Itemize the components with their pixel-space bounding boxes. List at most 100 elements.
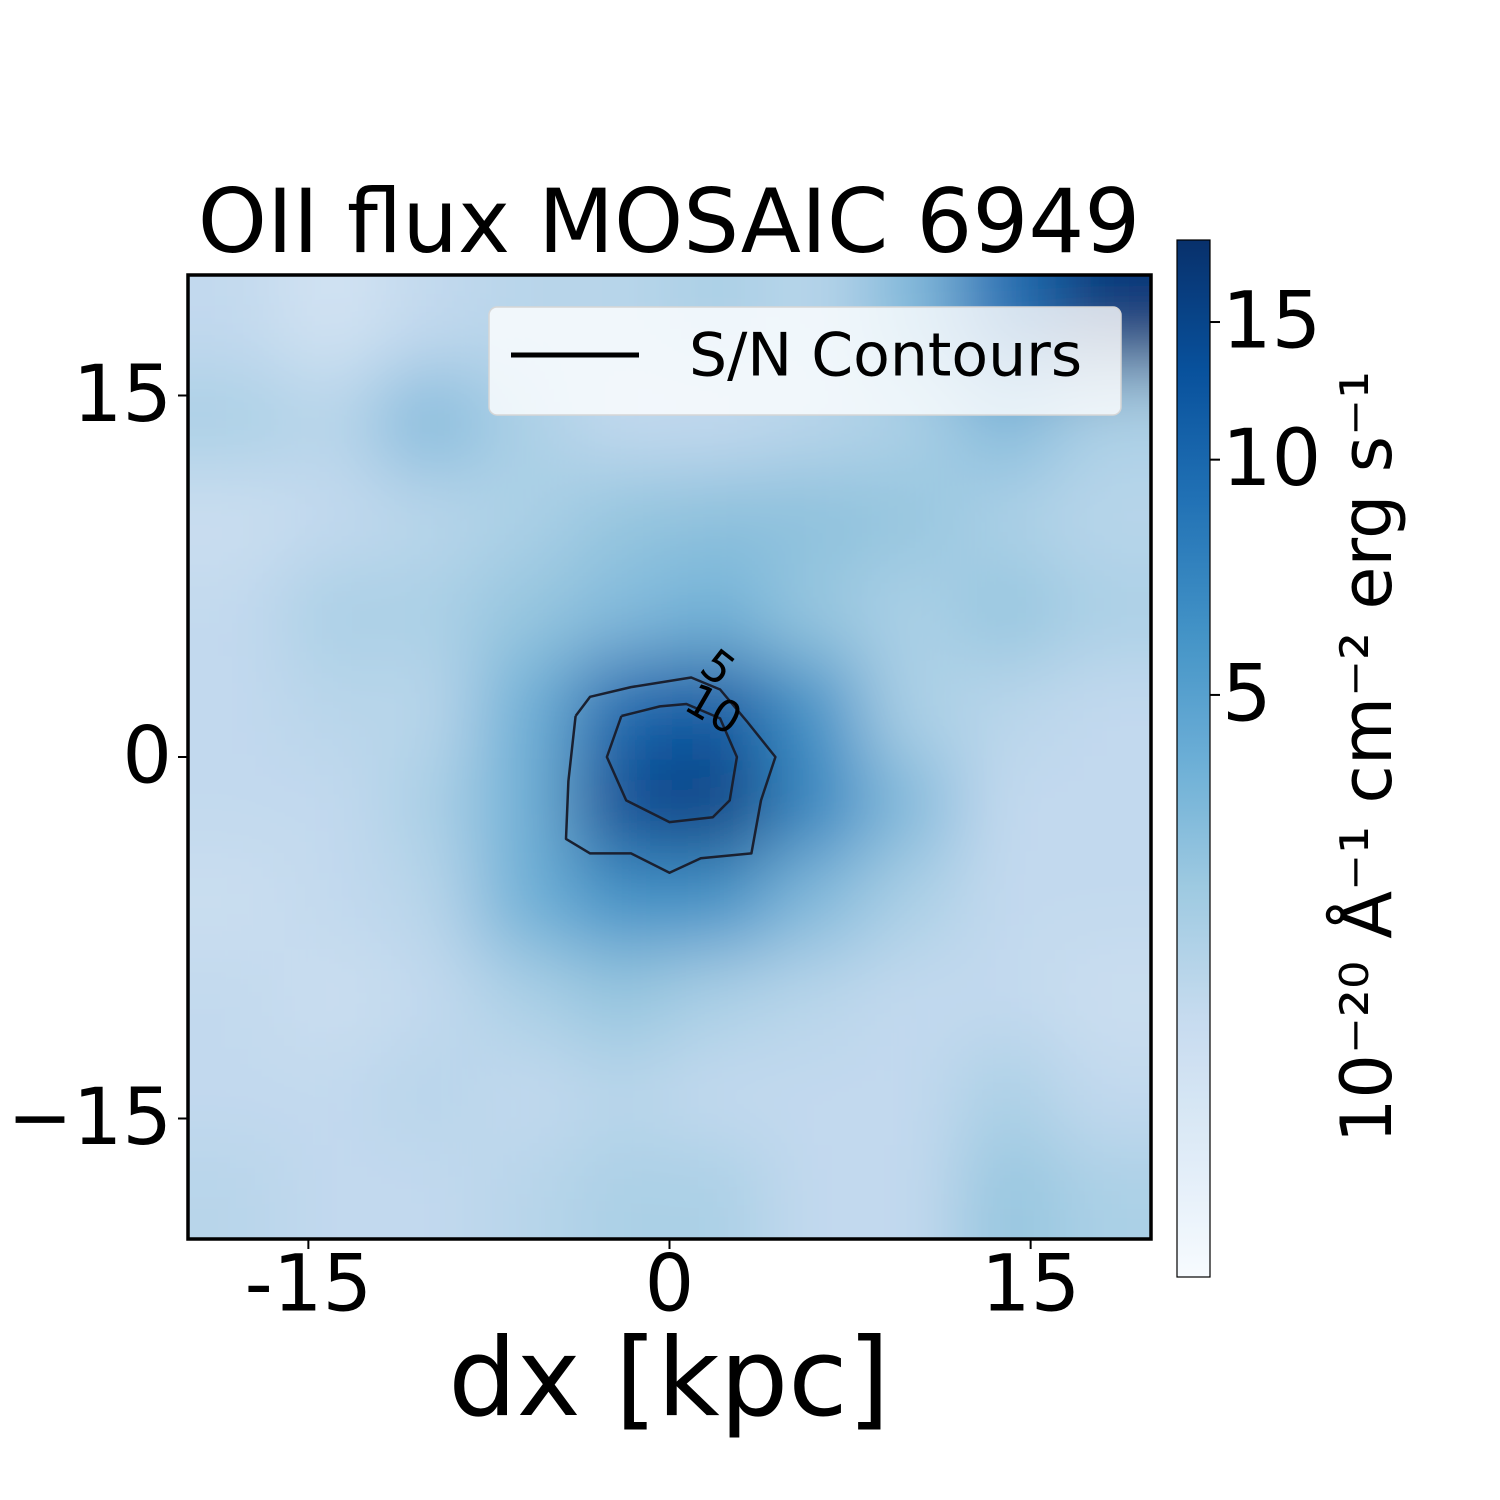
colorbar <box>1176 239 1211 1278</box>
heatmap-cell <box>1054 564 1151 662</box>
heatmap-cell <box>669 660 767 758</box>
heatmap-cell <box>765 467 863 565</box>
heatmap-cell <box>284 853 382 951</box>
heatmap-cell <box>188 949 285 1047</box>
heatmap-cell <box>862 467 959 565</box>
heatmap-cell <box>284 1142 382 1239</box>
heatmap-cell <box>573 1046 670 1144</box>
heatmap-cell <box>765 564 863 662</box>
heatmap-cell <box>573 1142 670 1239</box>
heatmap-cell <box>380 275 478 372</box>
heatmap-cell <box>765 1142 863 1239</box>
heatmap-cell <box>765 853 863 951</box>
heatmap-cell <box>476 949 574 1047</box>
heatmap-cell <box>476 853 574 951</box>
heatmap-cell <box>573 949 670 1047</box>
heatmap-cell <box>573 660 670 758</box>
heatmap-cell <box>188 371 285 469</box>
heatmap-cell <box>669 949 767 1047</box>
heatmap-cell <box>380 1142 478 1239</box>
heatmap-cell <box>1054 1142 1151 1239</box>
heatmap-cell <box>476 467 574 565</box>
heatmap-cell <box>765 757 863 854</box>
heatmap-cell <box>380 949 478 1047</box>
heatmap-cell <box>1054 660 1151 758</box>
x-tick-label: 15 <box>981 1239 1080 1329</box>
heatmap-cell <box>1054 853 1151 951</box>
heatmap-cell <box>669 853 767 951</box>
heatmap-cell <box>958 757 1056 854</box>
heatmap-cell <box>380 660 478 758</box>
heatmap-cell <box>284 949 382 1047</box>
colorbar-label: 10⁻²⁰ Å⁻¹ cm⁻² erg s⁻¹ <box>1326 371 1408 1143</box>
heatmap-cell <box>476 1046 574 1144</box>
heatmap-cell <box>284 371 382 469</box>
heatmap-cell <box>573 564 670 662</box>
heatmap-cell <box>862 949 959 1047</box>
heatmap-cell <box>188 564 285 662</box>
heatmap-cell <box>1054 467 1151 565</box>
heatmap-cell <box>862 564 959 662</box>
heatmap-cell <box>958 660 1056 758</box>
y-tick-label: 15 <box>73 350 172 440</box>
heatmap-cell <box>669 757 767 854</box>
heatmap-cell <box>1054 757 1151 854</box>
heatmap-cell <box>380 1046 478 1144</box>
x-tick-label: 0 <box>645 1239 695 1329</box>
colorbar-tick-label: 15 <box>1222 277 1321 367</box>
y-tick-label: 0 <box>122 711 172 801</box>
heatmap-cell <box>862 1046 959 1144</box>
heatmap-cell <box>958 1046 1056 1144</box>
heatmap-cell <box>380 467 478 565</box>
heatmap-cell <box>284 564 382 662</box>
heatmap-cell <box>958 949 1056 1047</box>
heatmap-cell <box>284 1046 382 1144</box>
heatmap-cell <box>1054 1046 1151 1144</box>
contour-line <box>564 676 777 874</box>
heatmap-cell <box>284 467 382 565</box>
heatmap-cell <box>765 660 863 758</box>
colorbar-tick-label: 10 <box>1222 414 1321 504</box>
x-tick-label: -15 <box>245 1239 372 1329</box>
heatmap-cell <box>188 1142 285 1239</box>
heatmap-cell <box>862 757 959 854</box>
heatmap-cell <box>958 853 1056 951</box>
heatmap-cell <box>188 660 285 758</box>
heatmap-cell <box>573 467 670 565</box>
heatmap-cell <box>669 564 767 662</box>
chart-title: OII flux MOSAIC 6949 <box>198 170 1141 273</box>
heatmap-cell <box>476 564 574 662</box>
heatmap-cell <box>765 949 863 1047</box>
contour-line <box>605 702 739 824</box>
heatmap-cell <box>284 275 382 372</box>
heatmap-cell <box>188 1046 285 1144</box>
heatmap-cell <box>476 1142 574 1239</box>
heatmap-cell <box>958 1142 1056 1239</box>
heatmap-cell <box>862 853 959 951</box>
heatmap-cell <box>380 853 478 951</box>
heatmap-cell <box>284 757 382 854</box>
heatmap-cell <box>573 853 670 951</box>
heatmap-cell <box>476 757 574 854</box>
heatmap-cell <box>380 371 478 469</box>
heatmap-cell <box>1054 949 1151 1047</box>
heatmap-cell <box>188 275 285 372</box>
heatmap-cell <box>862 660 959 758</box>
heatmap-cell <box>188 757 285 854</box>
heatmap-cell <box>669 1142 767 1239</box>
heatmap-cell <box>862 1142 959 1239</box>
y-tick-label: −15 <box>7 1073 172 1163</box>
heatmap-cell <box>380 757 478 854</box>
heatmap-cell <box>669 467 767 565</box>
heatmap-cell <box>958 564 1056 662</box>
legend-label: S/N Contours <box>689 321 1082 391</box>
heatmap-cell <box>669 1046 767 1144</box>
colorbar-tick-label: 5 <box>1222 649 1272 739</box>
heatmap-cell <box>476 660 574 758</box>
heatmap-cell <box>284 660 382 758</box>
heatmap-cell <box>188 467 285 565</box>
heatmap-cell <box>765 1046 863 1144</box>
heatmap-cell <box>573 757 670 854</box>
legend-box <box>488 306 1122 416</box>
